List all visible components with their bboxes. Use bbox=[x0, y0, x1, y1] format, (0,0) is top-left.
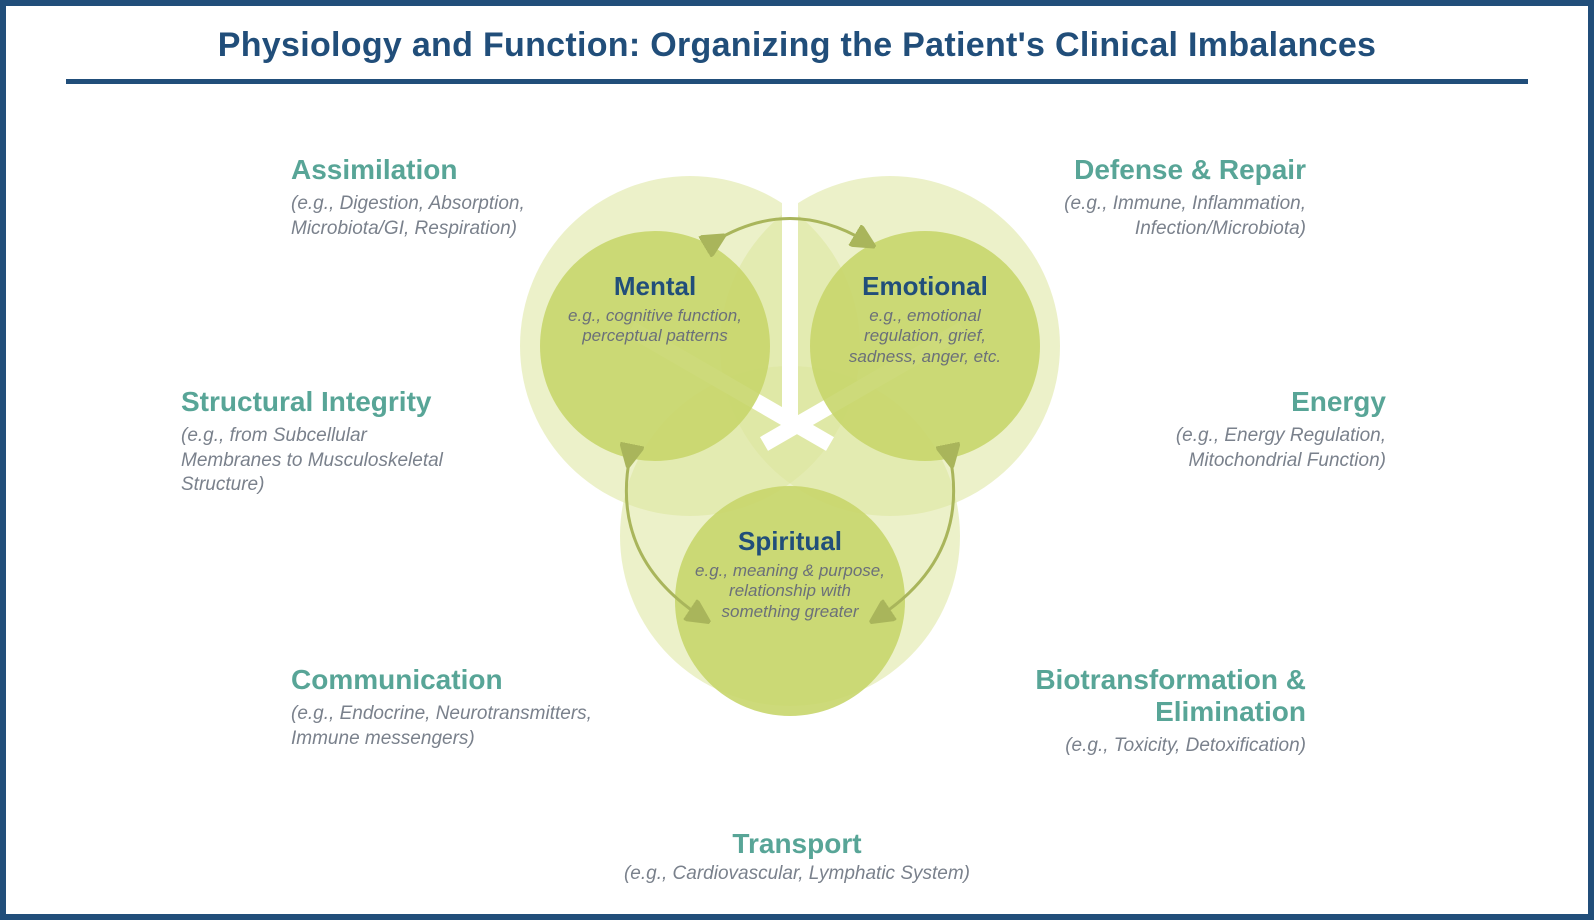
title-underline bbox=[66, 79, 1528, 84]
category-transport: Transport (e.g., Cardiovascular, Lymphat… bbox=[6, 828, 1588, 887]
category-desc: (e.g., Energy Regulation, Mitochondrial … bbox=[1136, 424, 1386, 473]
category-energy: Energy (e.g., Energy Regulation, Mitocho… bbox=[1136, 386, 1386, 473]
category-structural-integrity: Structural Integrity (e.g., from Subcell… bbox=[181, 386, 461, 497]
category-title: Structural Integrity bbox=[181, 386, 461, 418]
arrow-mental-emotional bbox=[510, 126, 1070, 756]
category-title: Energy bbox=[1136, 386, 1386, 418]
category-title: Transport bbox=[6, 828, 1588, 860]
category-desc: (e.g., from Subcellular Membranes to Mus… bbox=[181, 424, 461, 497]
diagram-frame: Physiology and Function: Organizing the … bbox=[0, 0, 1594, 920]
venn-diagram: Mental e.g., cognitive function, percept… bbox=[510, 126, 1070, 756]
category-desc: (e.g., Cardiovascular, Lymphatic System) bbox=[6, 862, 1588, 886]
diagram-title: Physiology and Function: Organizing the … bbox=[6, 6, 1588, 79]
